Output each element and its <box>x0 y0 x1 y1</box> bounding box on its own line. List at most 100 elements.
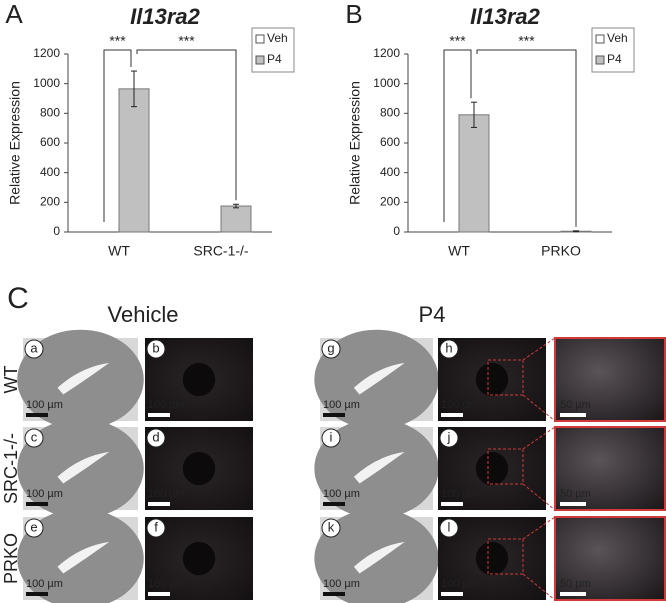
scale-bar <box>148 592 170 596</box>
legend-label: Veh <box>607 31 628 45</box>
legend-swatch <box>595 34 605 44</box>
significance-bracket <box>103 49 132 222</box>
scale-bar <box>26 592 48 596</box>
micrograph <box>314 418 439 519</box>
bar <box>118 88 150 233</box>
y-tick-label: 400 <box>40 165 60 179</box>
zoom-connector <box>522 483 556 511</box>
x-tick-label: PRKO <box>541 243 581 259</box>
micrograph <box>145 427 253 510</box>
zoom-scale-label: 50 µm <box>560 578 591 590</box>
panel-label: A <box>5 0 23 29</box>
lumen-dark <box>182 451 216 486</box>
lumen <box>353 362 405 395</box>
y-axis-label: Relative Expression <box>7 81 23 205</box>
lumen <box>353 541 405 574</box>
scale-bar <box>148 502 170 506</box>
zoom-scale-bar <box>560 413 586 417</box>
zoom-connector <box>522 573 556 601</box>
panel-letter-badge <box>146 428 166 448</box>
scale-bar-label: 100 µm <box>148 399 185 411</box>
scale-bar <box>148 413 170 417</box>
x-tick-label: WT <box>448 243 470 259</box>
scale-bar-label: 100 µm <box>323 578 360 590</box>
scale-bar-label: 100 µm <box>323 399 360 411</box>
panel-letter: j <box>447 429 451 444</box>
zoom-scale-label: 50 µm <box>560 488 591 500</box>
micrograph <box>17 329 144 430</box>
zoom-connector <box>522 394 556 422</box>
micrograph <box>17 418 144 519</box>
panel-letter: i <box>330 429 333 444</box>
panel-letter-badge <box>24 428 44 448</box>
scale-bar <box>323 502 345 506</box>
lumen <box>57 451 110 484</box>
legend-swatch <box>255 55 265 65</box>
panel-letter-badge <box>24 518 44 538</box>
scale-bar <box>26 413 48 417</box>
error-bar <box>233 203 239 209</box>
significance-label: *** <box>178 33 195 49</box>
panel-letter-badge <box>439 518 459 538</box>
scale-bar <box>26 502 48 506</box>
panel-letter: d <box>152 429 159 444</box>
scale-bar-label: 100 µm <box>148 578 185 590</box>
y-tick-label: 800 <box>380 106 400 120</box>
zoom-connector <box>522 337 556 361</box>
scale-bar-label: 100 µm <box>441 488 478 500</box>
row-label: WT <box>1 366 21 394</box>
significance-bracket <box>136 49 237 201</box>
row-label: SRC-1-/- <box>1 433 21 504</box>
error-bar <box>471 101 477 128</box>
panel-letter: f <box>154 519 158 534</box>
panel-letter-badge <box>24 339 44 359</box>
x-tick-label: SRC-1-/- <box>193 243 249 259</box>
column-header: P4 <box>419 302 446 327</box>
scale-bar-label: 100 µm <box>26 399 63 411</box>
panel-label: C <box>7 282 29 315</box>
significance-label: *** <box>518 33 535 49</box>
zoom-region <box>487 538 524 575</box>
lumen-dark <box>475 451 509 486</box>
column-header: Vehicle <box>108 302 179 327</box>
scale-bar-label: 100 µm <box>26 578 63 590</box>
bar <box>220 205 252 233</box>
significance-label: *** <box>109 33 126 49</box>
y-tick-label: 1200 <box>33 46 60 60</box>
x-tick-label: WT <box>108 243 130 259</box>
panel-letter-badge <box>146 518 166 538</box>
y-tick-label: 800 <box>40 106 60 120</box>
zoom-connector <box>522 426 556 450</box>
lumen-dark <box>475 362 509 397</box>
y-tick-label: 0 <box>53 224 60 238</box>
y-tick-label: 200 <box>380 195 400 209</box>
y-tick-label: 400 <box>380 165 400 179</box>
legend-swatch <box>595 55 605 65</box>
significance-label: *** <box>449 33 466 49</box>
legend-swatch <box>255 34 265 44</box>
scale-bar-label: 100 µm <box>441 399 478 411</box>
scale-bar-label: 100 µm <box>26 488 63 500</box>
zoom-image <box>554 426 666 511</box>
zoom-image <box>554 516 666 601</box>
panel-letter-badge <box>439 428 459 448</box>
legend-label: P4 <box>267 52 282 66</box>
significance-bracket <box>476 49 577 227</box>
zoom-scale-bar <box>560 592 586 596</box>
lumen-dark <box>182 362 216 397</box>
zoom-image <box>554 337 666 422</box>
panel-letter-badge <box>321 428 341 448</box>
legend-label: Veh <box>267 31 288 45</box>
panel-letter-badge <box>439 339 459 359</box>
panel-letter: c <box>31 429 38 444</box>
legend-label: P4 <box>607 52 622 66</box>
zoom-scale-bar <box>560 502 586 506</box>
panel-letter: l <box>448 519 451 534</box>
panel-letter: k <box>328 519 335 534</box>
panel-letter-badge <box>321 339 341 359</box>
y-tick-label: 200 <box>40 195 60 209</box>
panel-letter: b <box>152 340 159 355</box>
error-bar <box>573 230 579 233</box>
